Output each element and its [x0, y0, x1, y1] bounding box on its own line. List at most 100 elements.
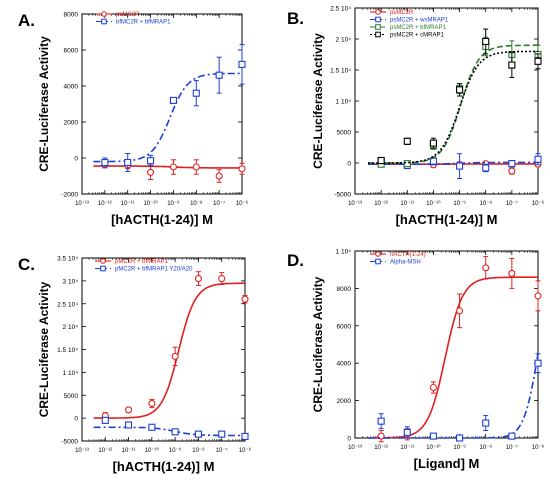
data-point: [194, 275, 202, 283]
y-tick-label: -5000: [334, 192, 351, 199]
data-point: [194, 430, 202, 438]
y-tick-label: 2 10⁴: [63, 324, 79, 331]
series-2: bfMC2R + bfMRAP1: [93, 18, 246, 172]
legend-label: psMC2R + wsMRAP1: [390, 18, 449, 24]
x-tick-label: 10⁻⁶: [532, 200, 545, 207]
panel-label: B.: [287, 9, 304, 28]
data-point: [169, 163, 177, 171]
y-tick-label: 2000: [64, 120, 79, 127]
legend-label: psMC2R: [390, 10, 414, 16]
y-tick-label: -2000: [61, 192, 78, 199]
data-point: [101, 416, 109, 424]
data-point: [147, 157, 155, 165]
x-tick-label: 10⁻⁸: [480, 200, 493, 207]
data-point: [456, 307, 464, 315]
x-tick-label: 10⁻¹²: [374, 201, 388, 207]
data-point: [534, 155, 542, 163]
x-tick-label: 10⁻⁹: [453, 200, 466, 207]
legend-marker: [375, 9, 381, 15]
x-tick-label: 10⁻⁹: [453, 444, 466, 451]
legend-label: psMC2R + cMRAP1: [390, 33, 445, 39]
panel-label: D.: [287, 251, 304, 270]
x-tick-label: 10⁻¹¹: [400, 445, 414, 451]
series-2: Alpha-MSH: [368, 258, 542, 442]
plot-frame: [81, 13, 243, 195]
x-tick-label: 10⁻⁷: [506, 444, 518, 451]
x-axis-label: [hACTH(1-24)] M: [111, 212, 213, 227]
series-2: psMC2R + wsMRAP1: [368, 16, 542, 179]
data-point: [508, 61, 516, 69]
y-tick-label: 6000: [337, 323, 352, 330]
data-point: [241, 432, 249, 440]
y-tick-label: 2000: [337, 398, 352, 405]
legend-marker: [100, 258, 106, 264]
y-tick-label: 2.5 10⁴: [57, 301, 78, 308]
legend-marker: [375, 251, 381, 257]
data-point: [429, 432, 437, 440]
legend-label: psMC2R + bfMRAP1: [390, 25, 447, 31]
chart-panel-3: C. -5000 0 5000 1 10⁴ 1.5 10⁴ 2 10⁴ 2.5 10⁴ 3 10…: [18, 255, 252, 474]
x-tick-label: 10⁻¹³: [75, 201, 89, 207]
legend-label: pMC2R + bfMRAP1 Y20/A20: [115, 267, 193, 273]
x-axis-label: [hACTH(1-24)] M: [396, 212, 498, 227]
y-tick-label: 0: [347, 161, 351, 168]
y-tick-label: 2.5 10⁴: [330, 6, 351, 13]
x-tick-label: 10⁻⁸: [192, 447, 205, 454]
data-point: [482, 419, 490, 427]
y-tick-label: 8000: [337, 286, 352, 293]
series-1: pMC2R + bfMRAP1: [93, 258, 249, 420]
data-point: [238, 60, 246, 68]
y-tick-label: 1 10⁴: [336, 99, 352, 106]
data-point: [171, 428, 179, 436]
x-tick-label: 10⁻¹¹: [121, 201, 135, 207]
x-tick-label: 10⁻¹⁰: [426, 444, 441, 451]
y-axis-label: CRE-Luciferase Activity: [37, 36, 51, 172]
data-point: [238, 165, 246, 173]
data-point: [456, 162, 464, 170]
plot-frame: [354, 250, 539, 439]
data-point: [171, 352, 179, 360]
x-axis-label: [hACTH(1-24)] M: [113, 459, 215, 474]
legend-label: pMC2R + bfMRAP1: [115, 259, 169, 265]
legend-marker: [101, 11, 107, 17]
data-point: [101, 158, 109, 167]
series-4: psMC2R + cMRAP1: [368, 28, 542, 165]
data-point: [125, 421, 133, 429]
y-tick-label: 1 10⁴: [63, 370, 79, 377]
data-point: [456, 86, 464, 94]
data-point: [429, 139, 437, 147]
y-axis-label: CRE-Luciferase Activity: [311, 276, 325, 412]
data-point: [377, 417, 385, 425]
y-tick-label: 1 10⁴: [336, 249, 352, 256]
data-point: [508, 432, 516, 440]
y-tick-label: 6000: [64, 48, 79, 55]
data-point: [456, 434, 464, 442]
series-1: hACTH(1-24): [368, 251, 542, 443]
y-tick-label: 1.5 10⁴: [57, 347, 78, 354]
data-point: [429, 383, 437, 392]
data-point: [218, 275, 226, 283]
data-point: [482, 264, 490, 272]
data-point: [218, 430, 226, 438]
legend-marker: [375, 16, 381, 23]
data-point: [124, 158, 132, 167]
x-tick-label: 10⁻⁹: [169, 447, 182, 454]
x-tick-label: 10⁻⁷: [506, 200, 518, 207]
x-tick-label: 10⁻⁸: [190, 200, 203, 207]
data-point: [482, 164, 490, 172]
fit-curve: [368, 276, 538, 439]
legend-label: hACTH(1-24): [390, 252, 426, 258]
data-point: [148, 423, 156, 431]
legend-marker: [375, 258, 381, 265]
x-axis-label: [Ligand] M: [414, 456, 480, 471]
y-tick-label: 5000: [64, 393, 79, 400]
data-point: [403, 160, 411, 168]
data-point: [192, 89, 200, 97]
x-tick-label: 10⁻⁶: [236, 200, 249, 207]
x-tick-label: 10⁻¹³: [75, 448, 89, 454]
chart-panel-4: D. 0 2000 4000 6000 8000 1 10⁴ 10⁻¹³ 10⁻¹² 10⁻¹¹ 1…: [287, 249, 545, 472]
legend-label: bfMC2R + bfMRAP1: [116, 20, 171, 26]
data-point: [192, 163, 200, 171]
y-tick-label: 0: [74, 416, 78, 423]
data-point: [403, 137, 411, 145]
